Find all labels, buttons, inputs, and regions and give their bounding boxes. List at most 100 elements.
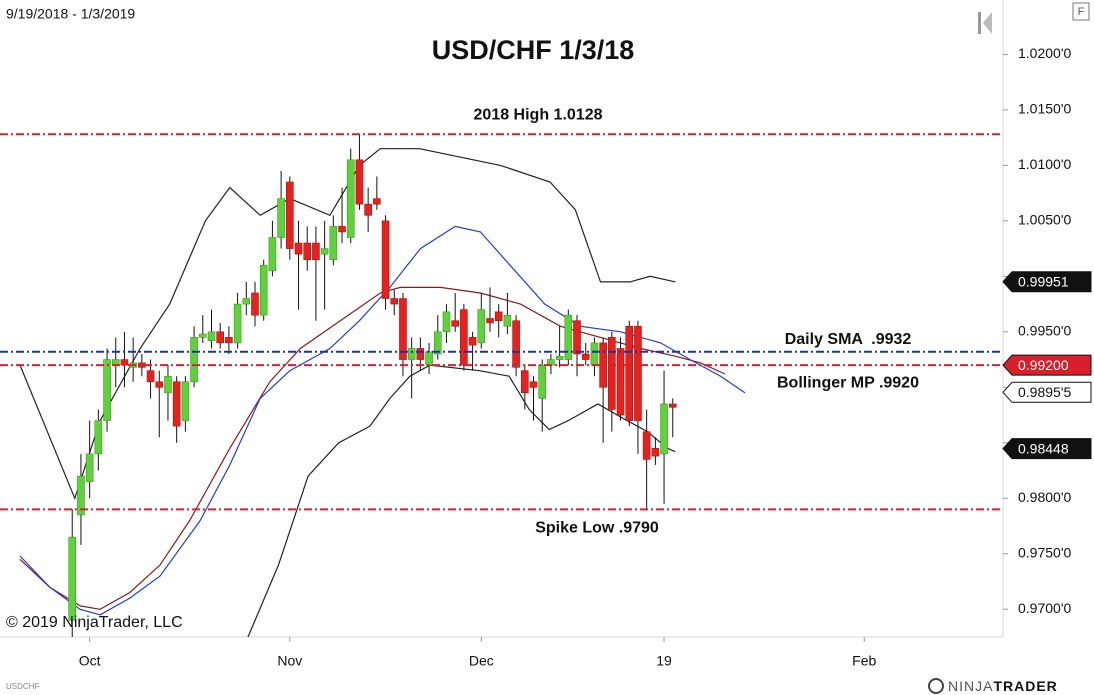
candle-body xyxy=(494,311,503,322)
candle-body xyxy=(320,248,329,255)
level-label: Daily SMA .9932 xyxy=(785,331,912,348)
x-tick-label: 19 xyxy=(656,653,672,669)
level-label: 2018 High 1.0128 xyxy=(474,106,603,123)
candle-body xyxy=(77,475,85,516)
candle-body xyxy=(303,242,312,260)
candle-body xyxy=(442,311,451,333)
logo-text: NINJATRADER xyxy=(948,678,1058,694)
price-tag xyxy=(1002,381,1092,403)
logo-part: TRADER xyxy=(993,678,1057,694)
candle-body xyxy=(390,298,399,305)
price-tag-label: 0.99200 xyxy=(1018,357,1069,373)
candle-body xyxy=(416,348,425,360)
candle-body xyxy=(529,381,538,388)
date-range: 9/19/2018 - 1/3/2019 xyxy=(6,6,135,22)
candle-body xyxy=(573,320,581,355)
candle-body xyxy=(373,198,381,205)
candle-body xyxy=(294,242,303,255)
candle-body xyxy=(146,370,155,383)
candle-body xyxy=(634,325,642,421)
x-tick-label: Oct xyxy=(79,653,101,669)
candle-body xyxy=(181,381,190,421)
candle-body xyxy=(616,348,625,416)
price-tag xyxy=(1002,271,1092,293)
candle-body xyxy=(651,448,660,457)
candle-body xyxy=(399,298,407,360)
candle-body xyxy=(660,403,668,455)
rewind-bar xyxy=(978,12,981,34)
candle-body xyxy=(503,314,512,327)
logo-part: NINJA xyxy=(948,678,993,694)
y-tick-label: 1.0200'0 xyxy=(1018,45,1071,61)
candle-body xyxy=(277,198,285,238)
y-tick-label: 0.9800'0 xyxy=(1018,489,1071,505)
candle-body xyxy=(555,355,564,360)
x-tick-label: Feb xyxy=(852,653,876,669)
indicator-line xyxy=(247,364,676,637)
candle-body xyxy=(608,337,616,410)
candle-body xyxy=(364,203,372,216)
candle-body xyxy=(581,353,590,360)
candle-body xyxy=(198,333,207,338)
candle-body xyxy=(155,381,164,388)
candle-body xyxy=(312,242,320,260)
candle-body xyxy=(94,420,103,455)
y-tick-label: 0.9700'0 xyxy=(1018,600,1071,616)
candle-body xyxy=(468,337,477,346)
candle-body xyxy=(164,375,172,394)
candle-body xyxy=(68,536,77,621)
x-tick-label: Nov xyxy=(277,653,302,669)
symbol: USDCHF xyxy=(6,682,39,691)
candle-body xyxy=(381,220,390,299)
y-tick-label: 0.9750'0 xyxy=(1018,544,1071,560)
indicator-line xyxy=(19,148,676,501)
candle-body xyxy=(172,381,181,427)
candle-body xyxy=(460,309,468,366)
price-tag-label: 0.98448 xyxy=(1018,440,1069,456)
candle-body xyxy=(286,181,294,249)
price-tag xyxy=(1002,354,1092,376)
price-tag-label: 0.9895'5 xyxy=(1018,384,1071,400)
toolbar-button[interactable]: F xyxy=(1072,2,1090,21)
candle-body xyxy=(407,348,416,360)
candle-body xyxy=(521,370,529,394)
candle-body xyxy=(85,453,94,482)
candle-body xyxy=(190,337,198,383)
candle-body xyxy=(103,359,111,421)
overlay: 2018 High 1.0128 Daily SMA .9932 Bollinger… xyxy=(0,106,1003,537)
chart-title: USD/CHF 1/3/18 xyxy=(432,35,635,65)
candle-body xyxy=(433,331,442,355)
logo-icon xyxy=(928,678,944,694)
candle-body xyxy=(338,226,346,233)
toolbar-label: F xyxy=(1078,6,1085,18)
price-tag xyxy=(1002,438,1092,460)
candle-body xyxy=(242,298,251,305)
copyright: © 2019 NinjaTrader, LLC xyxy=(6,614,183,631)
candle-body xyxy=(590,342,599,366)
level-label: Spike Low .9790 xyxy=(535,520,659,537)
candle-body xyxy=(564,314,573,360)
candle-body xyxy=(346,159,355,238)
logo: NINJATRADER xyxy=(928,678,1058,694)
candle-body xyxy=(486,318,494,324)
candle-body xyxy=(512,320,520,368)
candle-body xyxy=(477,309,486,344)
price-tag-label: 0.99951 xyxy=(1018,273,1069,289)
candle-body xyxy=(268,237,277,272)
x-tick-label: Dec xyxy=(469,653,494,669)
candle-body xyxy=(207,331,216,341)
candle-body xyxy=(425,351,433,366)
y-tick-label: 1.0050'0 xyxy=(1018,212,1071,228)
candle-body xyxy=(451,320,459,327)
candle-body xyxy=(668,403,677,408)
candle-body xyxy=(355,159,364,205)
candle-body xyxy=(329,226,338,260)
candle-body xyxy=(642,431,651,460)
rewind-button[interactable] xyxy=(978,12,992,34)
candle-body xyxy=(251,292,259,316)
candle-body xyxy=(225,337,233,344)
level-label: Bollinger MP .9920 xyxy=(777,374,919,391)
